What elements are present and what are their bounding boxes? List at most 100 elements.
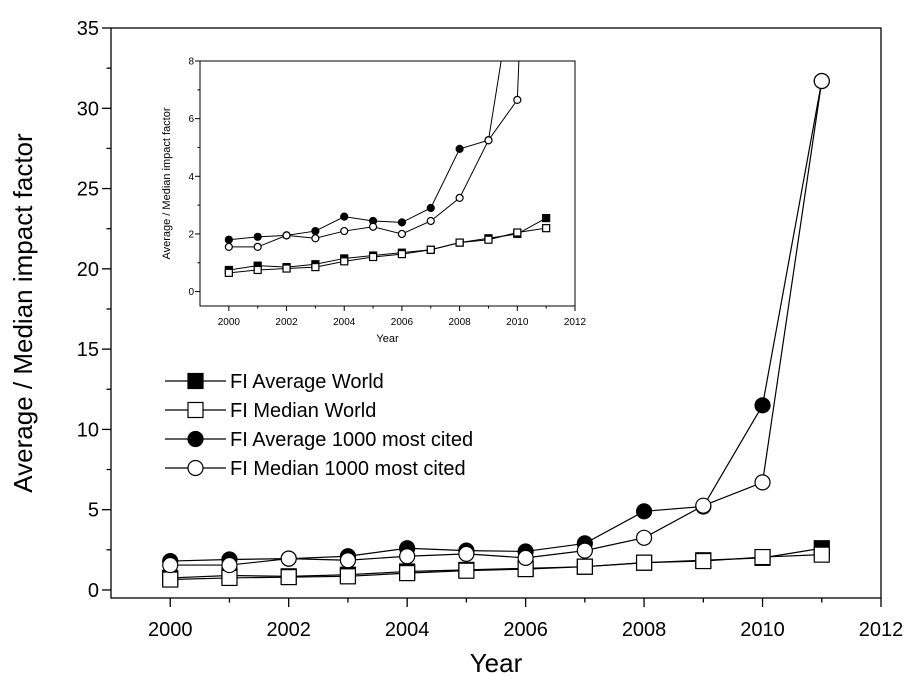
legend-marker-1 <box>187 372 204 390</box>
legend-marker-3 <box>187 430 204 448</box>
main-x-tick-label: 2008 <box>622 619 667 641</box>
main-data-point-s2 <box>813 546 830 563</box>
inset-data-point-s3 <box>426 203 435 213</box>
inset-data-point-s4 <box>484 136 493 145</box>
main-x-tick-label: 2006 <box>503 619 548 641</box>
inset-y-tick-label: 0 <box>188 287 194 298</box>
main-y-tick-label: 25 <box>77 179 99 201</box>
main-x-tick-label: 2010 <box>740 619 785 641</box>
inset-x-tick-label: 2000 <box>218 317 241 328</box>
main-data-point-s2 <box>754 548 771 566</box>
inset-data-point-s2 <box>224 268 233 277</box>
inset-data-point-s4 <box>340 226 349 236</box>
inset-data-point-s2 <box>513 228 522 237</box>
inset-x-axis-label: Year <box>376 333 399 345</box>
main-plot-area <box>162 72 830 588</box>
inset-data-point-s2 <box>368 252 378 262</box>
inset-data-point-s4 <box>368 222 378 231</box>
inset-y-axis-label: Average / Median impact factor <box>161 107 173 259</box>
inset-y-tick-label: 2 <box>188 229 194 240</box>
inset-data-point-s4 <box>455 193 464 203</box>
inset-data-point-s4 <box>513 95 522 105</box>
main-data-point-s2 <box>695 552 712 570</box>
main-data-point-s4 <box>517 549 534 566</box>
inset-data-point-s2 <box>311 262 320 272</box>
main-x-tick-label: 2002 <box>266 619 311 641</box>
legend: FI Average World FI Median World FI Averag… <box>165 371 473 480</box>
main-data-point-s4 <box>221 556 238 574</box>
inset-data-point-s4 <box>282 231 291 240</box>
main-series-line-4 <box>170 80 823 566</box>
main-data-point-s2 <box>576 558 593 575</box>
inset-data-point-s1 <box>542 213 551 223</box>
legend-marker-4 <box>187 459 204 477</box>
inset-plot-frame <box>199 60 576 307</box>
inset-data-point-s3 <box>455 144 464 154</box>
main-series-line-3 <box>170 80 823 562</box>
inset-data-point-s3 <box>340 212 349 221</box>
inset-data-point-s2 <box>253 265 262 275</box>
main-data-point-s4 <box>399 548 416 565</box>
main-y-tick-label: 30 <box>77 98 99 120</box>
inset-x-tick-label: 2006 <box>391 317 414 328</box>
main-y-tick-label: 10 <box>77 419 99 441</box>
main-x-tick-label: 2004 <box>385 619 430 641</box>
inset-data-point-s2 <box>484 235 493 244</box>
main-series-line-2 <box>170 554 822 581</box>
inset-x-tick-label: 2008 <box>448 317 471 328</box>
inset-data-point-s4 <box>224 242 233 252</box>
main-y-tick-label: 35 <box>77 18 99 40</box>
inset-data-point-s4 <box>253 242 262 252</box>
main-data-point-s4 <box>458 545 475 562</box>
inset-series-line-4 <box>228 61 520 248</box>
inset-x-tick-label: 2004 <box>333 317 356 328</box>
main-data-point-s4 <box>339 552 357 569</box>
main-data-point-s4 <box>162 556 179 574</box>
inset-plot-area <box>224 61 551 277</box>
legend-label-1: FI Average World <box>230 371 384 393</box>
main-data-point-s2 <box>635 554 653 571</box>
legend-label-4: FI Median 1000 most cited <box>230 458 466 480</box>
main-data-point-s4 <box>813 72 830 90</box>
inset-series-line-1 <box>228 217 547 271</box>
main-data-point-s2 <box>399 565 416 582</box>
main-data-point-s4 <box>280 550 297 567</box>
legend-label-2: FI Median World <box>230 400 376 422</box>
main-y-tick-label: 5 <box>88 500 99 522</box>
inset-y-tick-label: 4 <box>188 172 194 183</box>
inset-data-point-s2 <box>426 245 435 254</box>
inset-data-point-s3 <box>397 218 407 227</box>
main-y-tick-label: 20 <box>77 259 99 281</box>
main-data-point-s3 <box>635 503 653 520</box>
inset-plot-panel: 2000 2002 2004 2006 2008 2010 2012 0 2 4 6 8 Year Ave… <box>161 57 587 346</box>
inset-x-tick-label: 2012 <box>564 317 587 328</box>
inset-data-point-s4 <box>426 216 435 226</box>
inset-data-point-s2 <box>282 264 291 273</box>
main-data-point-s4 <box>576 542 593 559</box>
legend-label-3: FI Average 1000 most cited <box>230 429 473 451</box>
main-data-point-s2 <box>162 571 179 588</box>
inset-data-point-s4 <box>311 234 320 243</box>
main-data-point-s4 <box>754 474 771 491</box>
main-data-point-s4 <box>635 529 653 546</box>
inset-x-tick-label: 2010 <box>506 317 529 328</box>
inset-x-tick-label: 2002 <box>275 317 298 328</box>
inset-data-point-s2 <box>397 250 407 259</box>
inset-data-point-s2 <box>542 224 551 233</box>
inset-data-point-s3 <box>311 226 320 236</box>
inset-data-point-s2 <box>455 238 464 247</box>
main-y-axis-label: Average / Median impact factor <box>8 133 38 493</box>
inset-data-point-s4 <box>397 229 407 239</box>
inset-series-line-3 <box>228 61 502 241</box>
main-y-tick-label: 15 <box>77 339 99 361</box>
inset-y-tick-label: 8 <box>188 57 194 68</box>
main-x-tick-label: 2000 <box>148 619 193 641</box>
main-x-axis-label: Year <box>470 648 523 678</box>
main-y-tick-label: 0 <box>88 580 99 602</box>
main-data-point-s3 <box>754 397 771 414</box>
inset-y-tick-label: 6 <box>188 114 194 125</box>
inset-series-line-2 <box>228 227 547 274</box>
main-x-tick-label: 2012 <box>859 619 904 641</box>
main-data-point-s2 <box>339 568 357 585</box>
